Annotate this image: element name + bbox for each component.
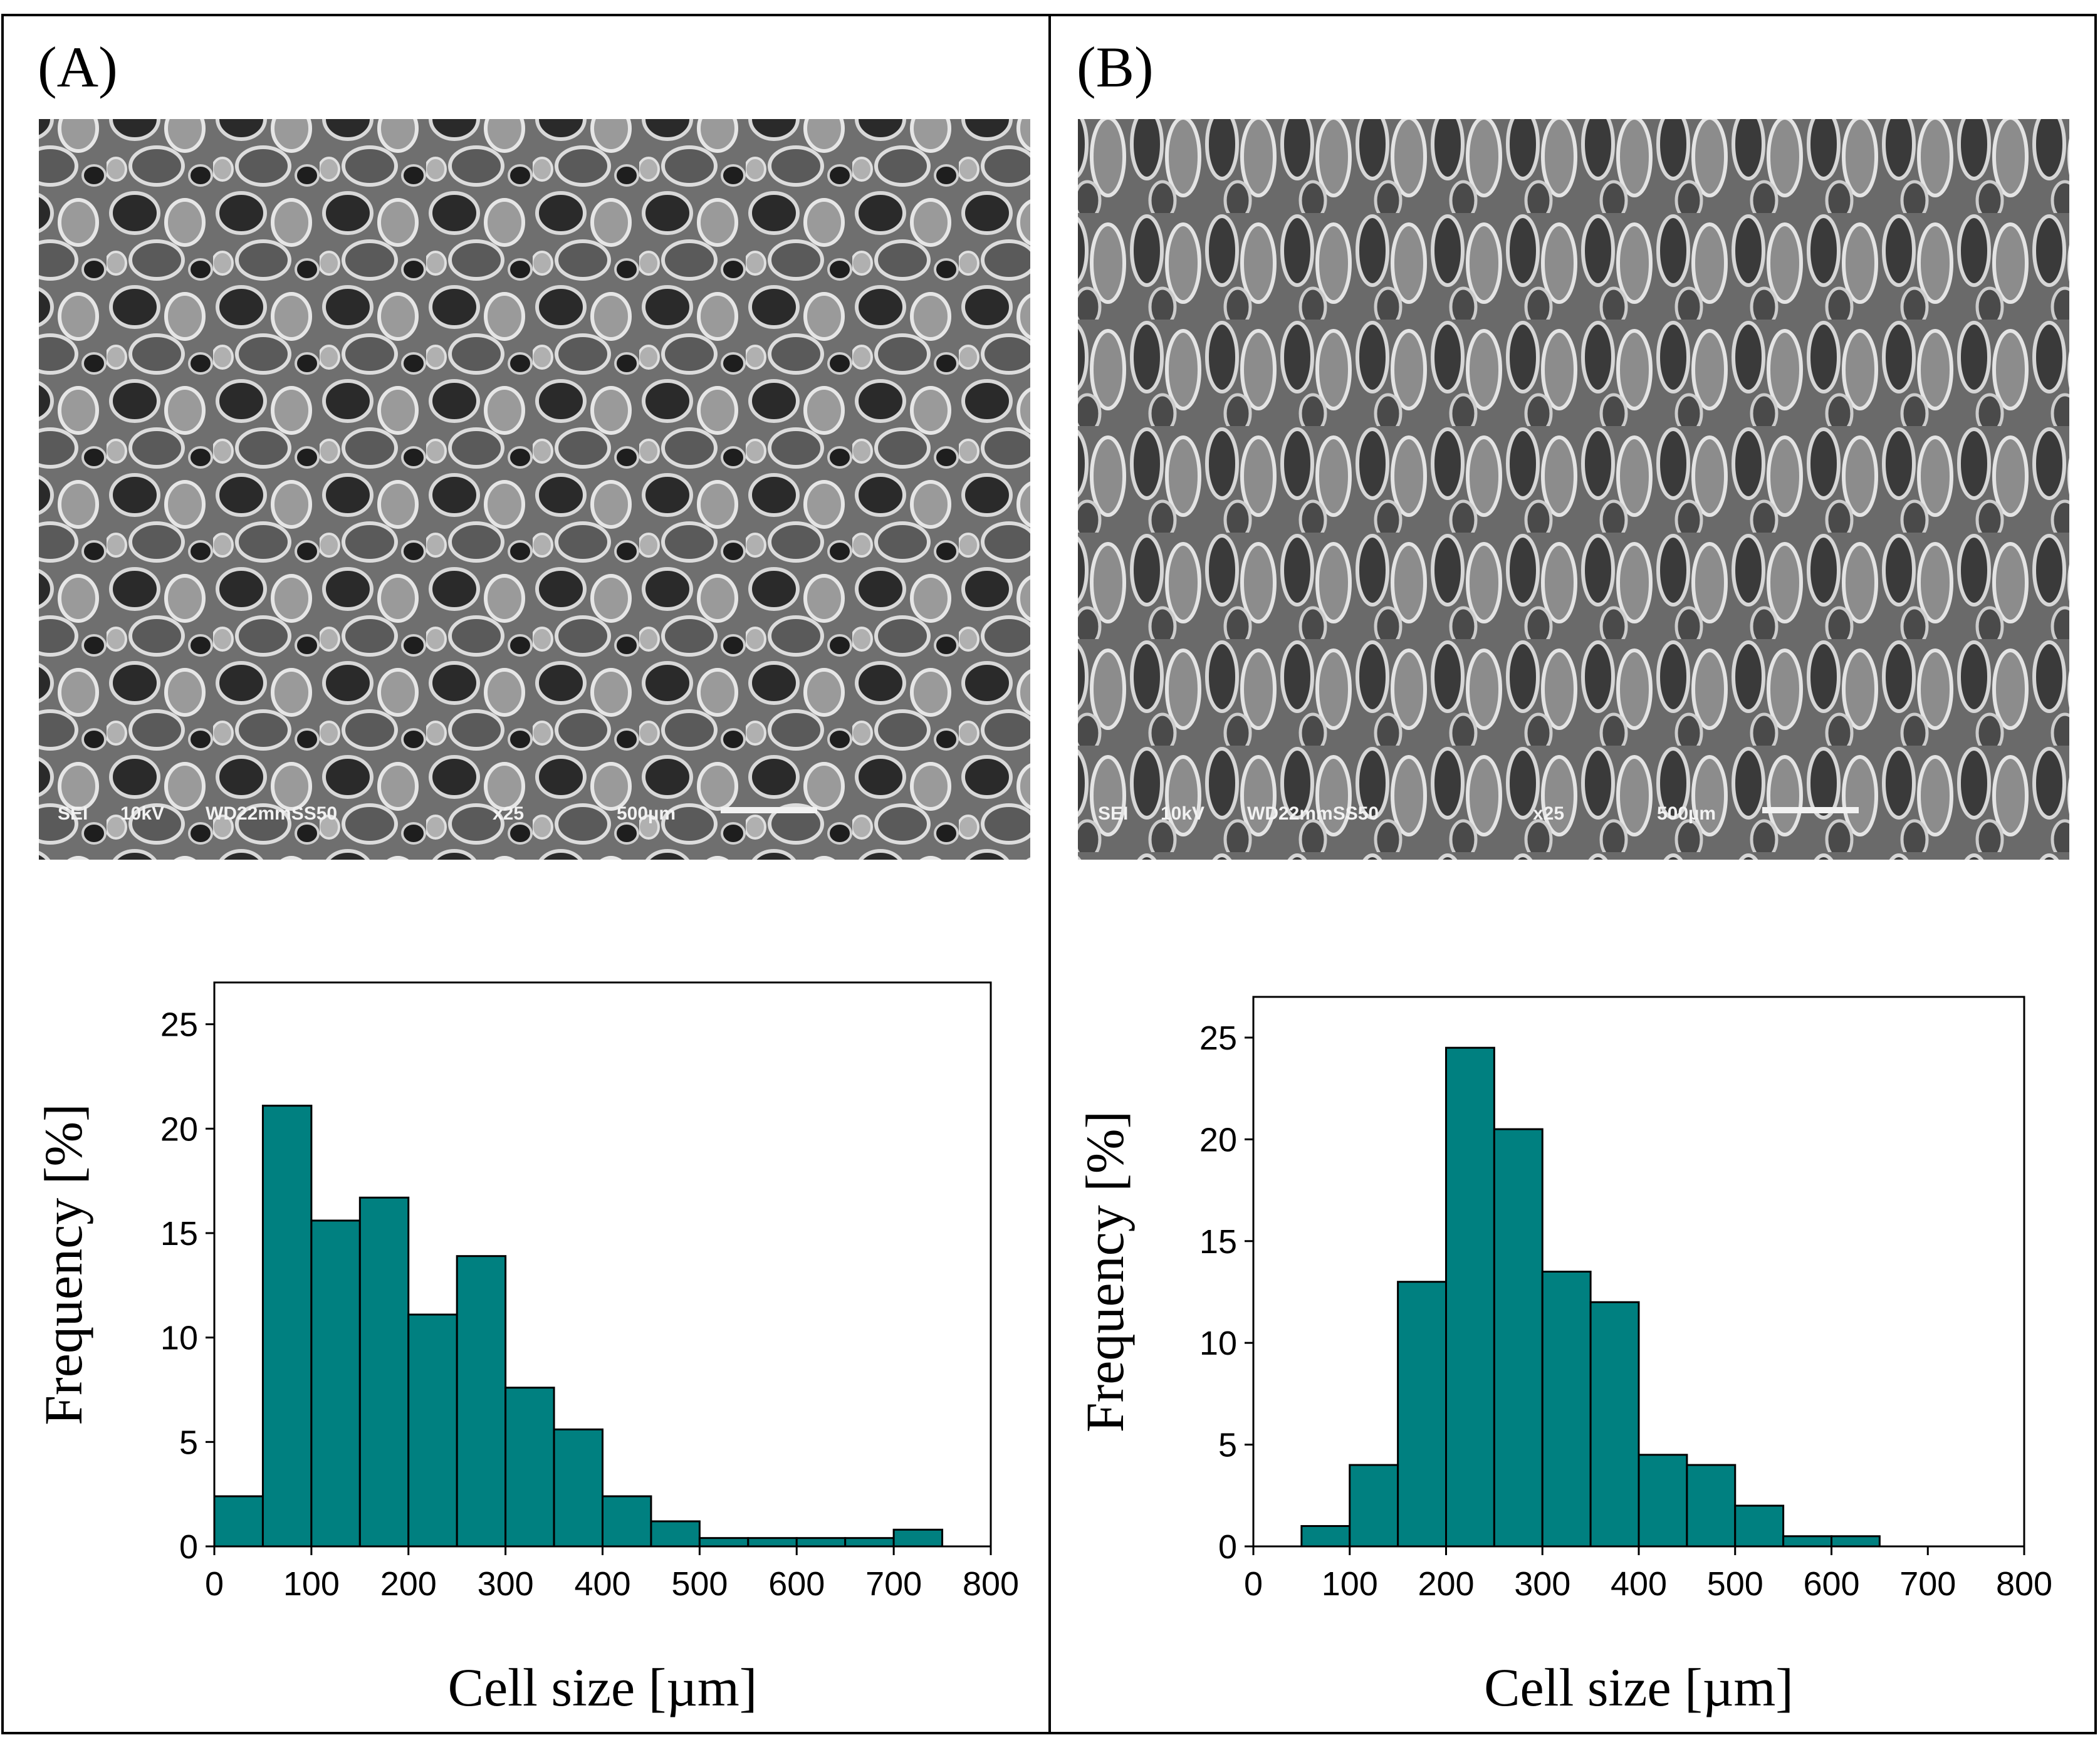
- y-tick-label-a-3: 15: [160, 1215, 198, 1253]
- bar-b-0: [1300, 1525, 1351, 1548]
- sem-scale-label-a: 500µm: [617, 803, 676, 824]
- sem-mode-b: SEI: [1098, 803, 1128, 824]
- bar-b-4: [1493, 1128, 1544, 1548]
- x-tick-label-b-7: 700: [1899, 1565, 1956, 1603]
- y-tick-label-b-1: 5: [1218, 1427, 1237, 1464]
- bar-a-12: [795, 1537, 847, 1548]
- x-tick-label-a-1: 100: [283, 1565, 340, 1603]
- x-tick-label-b-1: 100: [1322, 1565, 1378, 1603]
- x-axis-title-b: Cell size [µm]: [1484, 1657, 1794, 1717]
- bar-b-2: [1397, 1281, 1447, 1548]
- bar-b-11: [1831, 1535, 1881, 1548]
- x-tick-label-b-4: 400: [1611, 1565, 1667, 1603]
- x-tick-label-b-3: 300: [1514, 1565, 1570, 1603]
- x-tick-label-a-6: 600: [768, 1565, 825, 1603]
- bar-a-5: [456, 1255, 507, 1548]
- x-tick-label-a-0: 0: [205, 1565, 224, 1603]
- bar-b-6: [1589, 1301, 1640, 1548]
- sem-scale-label-b: 500µm: [1657, 803, 1716, 824]
- bar-b-7: [1638, 1454, 1688, 1548]
- y-tick-label-a-4: 20: [160, 1110, 198, 1148]
- panel-label-b: (B): [1077, 35, 1154, 99]
- bar-b-10: [1782, 1535, 1832, 1548]
- y-axis-title-b: Frequency [%]: [1075, 1111, 1135, 1432]
- bar-a-6: [504, 1387, 555, 1548]
- sem-image-b: SEI 10kV WD22mmSS50 x25 500µm: [1078, 119, 2069, 860]
- x-tick-label-a-5: 500: [671, 1565, 728, 1603]
- bar-b-1: [1349, 1464, 1399, 1548]
- bar-a-4: [407, 1313, 458, 1548]
- bar-b-9: [1734, 1504, 1785, 1548]
- sem-mode-a: SEI: [58, 803, 88, 824]
- bar-a-2: [310, 1219, 361, 1548]
- y-tick-label-b-0: 0: [1218, 1528, 1237, 1566]
- bar-a-9: [650, 1520, 701, 1548]
- bar-a-8: [602, 1495, 652, 1548]
- y-tick-label-a-5: 25: [160, 1006, 198, 1044]
- bar-a-3: [358, 1196, 410, 1548]
- y-tick-label-b-5: 25: [1199, 1019, 1237, 1057]
- bar-b-3: [1445, 1046, 1495, 1548]
- bar-b-5: [1541, 1271, 1592, 1548]
- bar-a-1: [261, 1105, 313, 1548]
- panel-label-a: (A): [38, 35, 118, 99]
- sem-voltage-a: 10kV: [120, 803, 164, 824]
- y-tick-label-b-2: 10: [1199, 1325, 1237, 1362]
- histogram-a: 0 100 200 300 400 500 600 700 800 0 5 10 15 20 25 Cell …: [33, 981, 1019, 1717]
- x-tick-label-b-8: 800: [1996, 1565, 2052, 1603]
- bar-a-11: [747, 1537, 798, 1548]
- sem-wd-b: WD22mmSS50: [1247, 803, 1379, 824]
- sem-image-a: SEI 10kV WD22mmSS50 x25 500µm: [39, 119, 1030, 860]
- bar-a-0: [213, 1495, 264, 1548]
- sem-wd-a: WD22mmSS50: [206, 803, 337, 824]
- y-axis-title-a: Frequency [%]: [33, 1103, 93, 1425]
- x-tick-label-b-6: 600: [1803, 1565, 1859, 1603]
- bar-a-10: [698, 1537, 750, 1548]
- y-tick-label-a-1: 5: [179, 1424, 198, 1461]
- x-tick-label-b-0: 0: [1244, 1565, 1263, 1603]
- scale-bar-b: [1762, 807, 1859, 813]
- x-tick-label-a-4: 400: [574, 1565, 630, 1603]
- sem-mag-a: x25: [493, 803, 524, 824]
- x-axis-title-a: Cell size [µm]: [448, 1657, 758, 1717]
- y-tick-label-b-4: 20: [1199, 1121, 1237, 1159]
- y-tick-label-a-0: 0: [179, 1528, 198, 1566]
- bar-a-7: [553, 1428, 603, 1548]
- bar-a-14: [892, 1528, 944, 1548]
- x-tick-label-a-2: 200: [380, 1565, 437, 1603]
- y-tick-label-b-3: 15: [1199, 1223, 1237, 1261]
- x-tick-label-b-2: 200: [1418, 1565, 1474, 1603]
- x-tick-label-a-7: 700: [865, 1565, 922, 1603]
- x-tick-label-a-3: 300: [478, 1565, 534, 1603]
- scale-bar-a: [721, 807, 817, 813]
- bar-a-13: [844, 1537, 895, 1548]
- x-tick-label-b-5: 500: [1707, 1565, 1763, 1603]
- histogram-b: 0 100 200 300 400 500 600 700 800 0 5 10 15 20 25 Cell …: [1075, 996, 2052, 1717]
- bar-b-8: [1686, 1464, 1737, 1548]
- y-tick-label-a-2: 10: [160, 1320, 198, 1357]
- x-tick-label-a-8: 800: [963, 1565, 1019, 1603]
- sem-mag-b: x25: [1533, 803, 1564, 824]
- sem-voltage-b: 10kV: [1161, 803, 1204, 824]
